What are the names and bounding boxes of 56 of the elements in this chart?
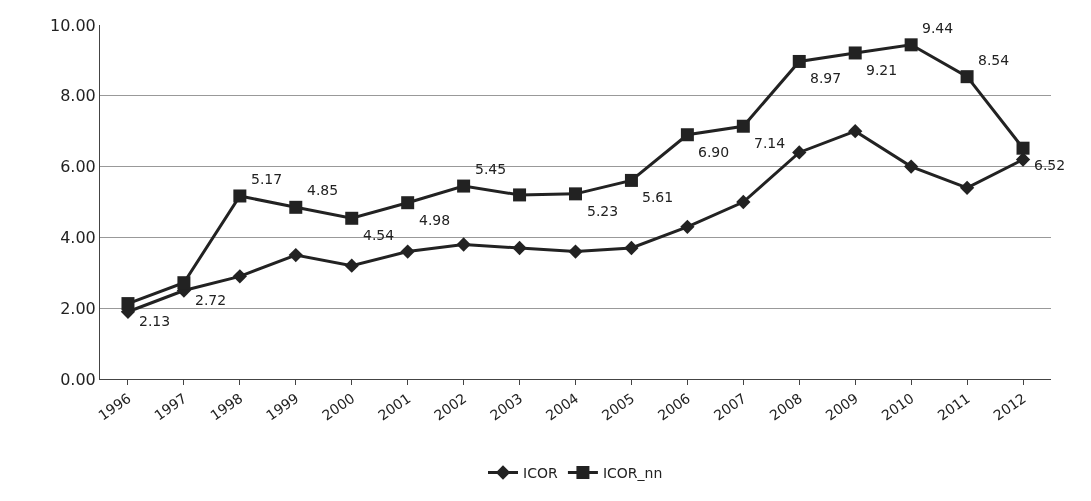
data-label: 4.85 (307, 182, 339, 198)
data-label: 2.13 (139, 313, 171, 329)
point (513, 188, 527, 202)
point (792, 54, 806, 68)
point (345, 211, 359, 225)
point (1015, 152, 1031, 167)
data-label: 4.54 (363, 227, 395, 243)
point (232, 269, 247, 284)
legend-label: ICOR (523, 464, 558, 481)
data-label: 9.21 (866, 62, 898, 78)
data-label: 7.14 (754, 135, 786, 151)
point (177, 276, 191, 290)
point (233, 189, 247, 203)
y-tick-label: 4.00 (60, 228, 96, 247)
point (736, 119, 750, 133)
point (680, 219, 695, 234)
point (624, 240, 639, 256)
point (288, 247, 303, 263)
data-label: 5.17 (251, 171, 283, 187)
point (960, 70, 974, 84)
data-label: 5.23 (587, 203, 619, 219)
point (569, 187, 582, 201)
point (568, 244, 583, 259)
point (680, 128, 694, 142)
point (401, 196, 415, 210)
point (848, 124, 863, 139)
point (736, 194, 751, 210)
data-label: 9.44 (922, 20, 954, 36)
point (457, 179, 471, 193)
point (959, 180, 975, 195)
data-label: 6.90 (698, 144, 730, 160)
data-label: 6.52 (1034, 157, 1066, 173)
y-tick-label: 10.00 (49, 15, 96, 35)
y-tick-label: 8.00 (60, 86, 96, 106)
data-label: 5.45 (475, 161, 507, 177)
y-tick-label: 6.00 (60, 157, 96, 177)
data-label: 4.98 (419, 212, 451, 228)
y-tick-label: 2.00 (60, 298, 96, 318)
data-label: 5.61 (642, 189, 674, 205)
point (1016, 141, 1030, 155)
point (848, 46, 862, 60)
point (792, 145, 807, 160)
data-label: 8.97 (810, 70, 842, 86)
point (456, 237, 471, 252)
data-label: 8.54 (978, 52, 1010, 68)
point (344, 258, 359, 273)
point (289, 200, 303, 214)
point (512, 240, 527, 256)
data-label: 2.72 (195, 292, 227, 308)
legend-label: ICOR_nn (602, 464, 663, 481)
point (904, 159, 919, 174)
y-tick-label: 0.00 (60, 369, 96, 389)
point (624, 173, 638, 187)
point (121, 297, 135, 311)
point (904, 38, 918, 52)
point (400, 244, 415, 259)
